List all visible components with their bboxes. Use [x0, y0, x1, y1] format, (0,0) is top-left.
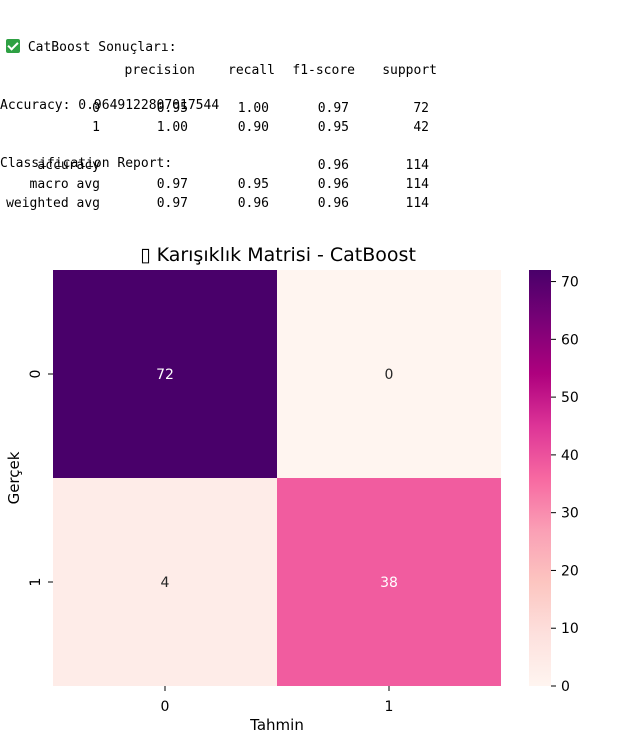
- row-label: weighted avg: [6, 196, 100, 211]
- row-label: 0: [92, 101, 100, 116]
- colorbar-tick-label: 70: [561, 275, 579, 291]
- row-recall: 0.90: [237, 120, 269, 135]
- colorbar-tick-label: 0: [561, 679, 570, 695]
- console-output: CatBoost Sonuçları: Accuracy: 0.96491228…: [0, 0, 617, 192]
- heatmap-cell-0-1: [277, 270, 501, 478]
- row-precision: 1.00: [156, 120, 188, 135]
- heatmap-cell-0-0: [53, 270, 277, 478]
- row-recall: 0.96: [237, 196, 269, 211]
- heatmap-cell-1-1: [277, 478, 501, 686]
- row-precision: 0.95: [156, 101, 188, 116]
- row-label: 1: [92, 120, 100, 135]
- x-tick-label: 1: [385, 699, 394, 715]
- colorbar-tick-label: 50: [561, 390, 579, 406]
- row-support: 42: [413, 120, 429, 135]
- col-header-support: support: [382, 63, 437, 78]
- y-axis-label: Gerçek: [5, 451, 23, 504]
- row-precision: 0.97: [156, 196, 188, 211]
- row-f1: 0.96: [317, 196, 349, 211]
- y-tick-label: 1: [28, 578, 44, 587]
- row-label: macro avg: [29, 177, 100, 192]
- chart-title: ▯ Karışıklık Matrisi - CatBoost: [140, 244, 416, 266]
- heatmap-cell-label: 72: [156, 367, 174, 383]
- colorbar-tick-label: 60: [561, 332, 579, 348]
- heatmap-cell-label: 4: [161, 575, 170, 591]
- classification-report: precision recall f1-score support 0 0.95…: [0, 0, 617, 230]
- colorbar-tick-label: 10: [561, 621, 579, 637]
- x-axis-label: Tahmin: [249, 716, 304, 734]
- row-f1: 0.96: [317, 177, 349, 192]
- row-support: 114: [405, 196, 429, 211]
- colorbar-tick-label: 40: [561, 448, 579, 464]
- row-f1: 0.95: [317, 120, 349, 135]
- col-header-precision: precision: [124, 63, 195, 78]
- row-recall: 1.00: [237, 101, 269, 116]
- header-text: CatBoost Sonuçları:: [27, 40, 177, 56]
- heatmap-cell-label: 38: [380, 575, 398, 591]
- col-header-f1: f1-score: [292, 63, 355, 78]
- colorbar: [529, 270, 551, 686]
- row-precision: 0.97: [156, 177, 188, 192]
- header-line: CatBoost Sonuçları:: [0, 38, 617, 57]
- col-header-recall: recall: [228, 63, 275, 78]
- accuracy-line: Accuracy: 0.9649122807017544: [0, 98, 220, 113]
- row-f1: 0.96: [317, 158, 349, 173]
- colorbar-tick-label: 30: [561, 506, 579, 522]
- heatmap-cell-1-0: [53, 478, 277, 686]
- report-title: Classification Report:: [0, 155, 173, 171]
- row-recall: 0.95: [237, 177, 269, 192]
- colorbar-tick-label: 20: [561, 563, 579, 579]
- row-label: accuracy: [37, 158, 100, 173]
- row-support: 72: [413, 101, 429, 116]
- row-support: 114: [405, 177, 429, 192]
- row-f1: 0.97: [317, 101, 349, 116]
- y-tick-label: 0: [28, 370, 44, 379]
- x-tick-label: 0: [161, 699, 170, 715]
- row-support: 114: [405, 158, 429, 173]
- check-mark-icon: [6, 39, 20, 54]
- heatmap-cell-label: 0: [385, 367, 394, 383]
